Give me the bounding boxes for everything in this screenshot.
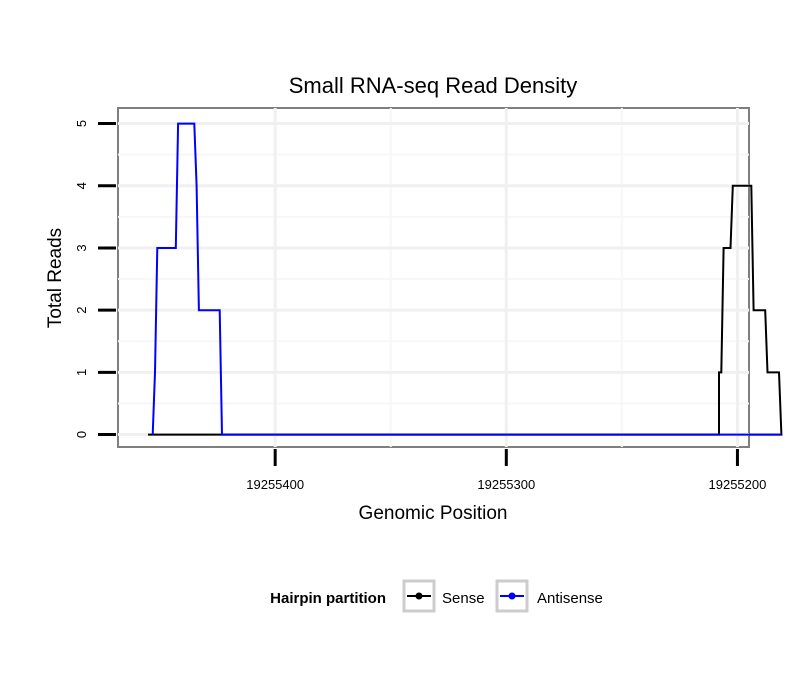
x-tick-label: 19255400 [246, 477, 304, 492]
legend: Hairpin partition Sense Antisense [270, 579, 603, 613]
y-tick-label: 0 [74, 431, 89, 438]
y-axis-title: Total Reads [45, 228, 66, 328]
legend-label-antisense: Antisense [537, 590, 603, 607]
legend-point-antisense [508, 592, 516, 600]
series-line-antisense [151, 122, 782, 436]
series-line-sense [148, 184, 783, 436]
series-layer [148, 122, 783, 436]
grid [118, 108, 749, 447]
axes: 0 1 2 3 4 5 19255400 19255300 19255200 [74, 120, 766, 492]
legend-key-sense [402, 579, 436, 613]
y-tick-label: 2 [74, 307, 89, 314]
y-tick-label: 5 [74, 120, 89, 127]
plot-panel [117, 107, 750, 448]
legend-point-sense [415, 592, 423, 600]
chart-title: Small RNA-seq Read Density [289, 73, 578, 98]
y-tick-label: 4 [74, 182, 89, 189]
legend-item-antisense[interactable]: Antisense [495, 579, 603, 613]
legend-title: Hairpin partition [270, 590, 386, 607]
x-tick-label: 19255200 [709, 477, 767, 492]
x-axis-title: Genomic Position [359, 503, 508, 524]
legend-label-sense: Sense [442, 590, 485, 607]
legend-item-sense[interactable]: Sense [402, 579, 485, 613]
y-tick-label: 3 [74, 244, 89, 251]
x-tick-label: 19255300 [477, 477, 535, 492]
y-tick-label: 1 [74, 369, 89, 376]
